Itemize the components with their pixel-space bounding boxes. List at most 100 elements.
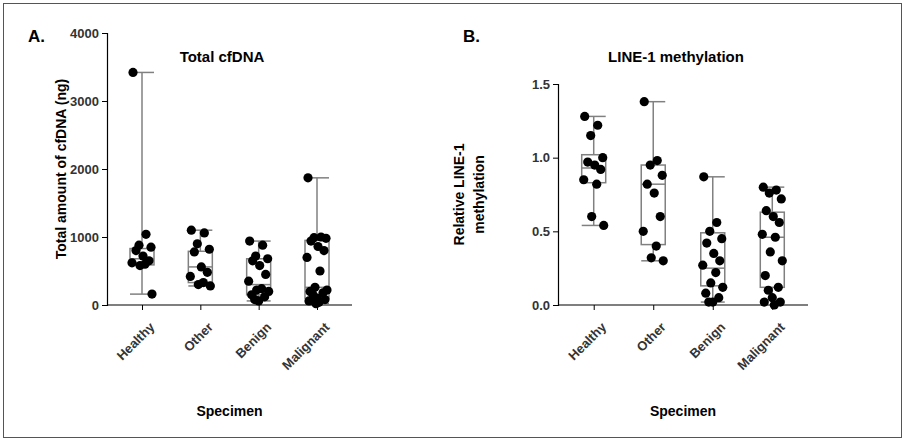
x-tick-label: Healthy: [565, 319, 609, 363]
y-tick: 1.0: [532, 150, 558, 165]
x-tick: Benign: [686, 305, 728, 361]
y-tick-label: 0.0: [532, 298, 550, 313]
data-point: [717, 234, 726, 243]
x-axis: Healthy Other BenignMalignant: [558, 305, 808, 373]
data-point: [587, 212, 596, 221]
data-point: [194, 280, 203, 289]
x-tick: Other: [634, 305, 669, 355]
x-tick: Malignant: [279, 305, 333, 373]
data-point: [718, 283, 727, 292]
y-tick: 0.0: [532, 298, 558, 313]
data-point: [646, 160, 655, 169]
upper-whisker: [652, 102, 654, 165]
y-tick: 1000: [70, 230, 107, 245]
data-point: [261, 270, 270, 279]
figure: A.Total cfDNA01000200030004000HealthyOth…: [0, 0, 905, 441]
chart-title: Total cfDNA: [180, 48, 265, 65]
x-tick: Healthy: [565, 305, 609, 363]
data-point: [592, 180, 601, 189]
y-tick-mark: [553, 231, 558, 232]
data-point: [715, 256, 724, 265]
data-point: [315, 266, 324, 275]
box: [641, 102, 665, 261]
data-point: [705, 227, 714, 236]
data-point: [303, 173, 312, 182]
y-axis-line: [553, 85, 559, 306]
data-point: [656, 212, 665, 221]
data-point: [135, 261, 144, 270]
data-point: [761, 271, 770, 280]
data-point: [702, 239, 711, 248]
box-body: [305, 240, 329, 298]
data-point: [205, 245, 214, 254]
y-tick-mark: [102, 305, 107, 306]
data-point: [186, 272, 195, 281]
data-point: [141, 230, 150, 239]
data-point: [255, 261, 264, 270]
data-point: [639, 227, 648, 236]
data-point: [586, 131, 595, 140]
x-tick-label: Other: [181, 319, 216, 354]
data-point: [762, 206, 771, 215]
data-point: [770, 300, 779, 309]
data-point: [245, 236, 254, 245]
y-axis-title: methylation: [471, 155, 487, 234]
y-axis: 0.00.51.01.5: [532, 77, 559, 313]
box: [760, 187, 784, 305]
data-point: [711, 268, 720, 277]
data-point: [598, 153, 607, 162]
data-point: [658, 171, 667, 180]
x-tick-mark: [653, 305, 654, 310]
data-point: [758, 230, 767, 239]
data-point: [190, 247, 199, 256]
data-point: [311, 299, 320, 308]
box: [582, 116, 606, 225]
data-point: [128, 68, 137, 77]
chart-title: LINE-1 methylation: [608, 48, 744, 65]
x-tick-label: Other: [634, 319, 669, 354]
y-tick: 0: [92, 298, 107, 313]
data-point: [321, 234, 330, 243]
plot-area: [127, 68, 331, 308]
x-tick-mark: [200, 305, 201, 310]
data-point: [778, 256, 787, 265]
data-point: [777, 194, 786, 203]
data-point: [244, 277, 253, 286]
x-axis-title: Specimen: [196, 403, 262, 419]
data-point: [187, 226, 196, 235]
y-tick-mark: [102, 237, 107, 238]
data-point: [712, 218, 721, 227]
data-point: [647, 253, 656, 262]
box-body: [760, 212, 784, 287]
data-point: [302, 253, 311, 262]
data-point: [263, 254, 272, 263]
y-tick-label: 1.0: [532, 150, 550, 165]
y-tick-mark: [553, 84, 558, 85]
data-point: [206, 281, 215, 290]
data-point: [203, 268, 212, 277]
y-axis: 01000200030004000: [70, 26, 107, 313]
data-point: [580, 112, 589, 121]
plot-area: [579, 97, 787, 310]
data-point: [640, 97, 649, 106]
data-point: [319, 246, 328, 255]
figure-frame: [4, 4, 902, 438]
data-point: [765, 188, 774, 197]
x-tick: Other: [181, 305, 216, 355]
x-tick-mark: [142, 305, 143, 310]
data-point: [147, 290, 156, 299]
x-tick-label: Malignant: [279, 319, 333, 373]
data-point: [579, 175, 588, 184]
upper-whisker: [141, 72, 143, 248]
y-tick: 4000: [70, 26, 107, 41]
x-tick-mark: [259, 305, 260, 310]
x-tick-label: Benign: [686, 319, 728, 361]
y-tick: 2000: [70, 162, 107, 177]
x-tick-label: Benign: [232, 319, 274, 361]
data-point: [596, 165, 605, 174]
y-tick-mark: [553, 305, 558, 306]
x-tick-label: Malignant: [734, 319, 788, 373]
panel-label: A.: [28, 27, 45, 46]
panel: B.LINE-1 methylation0.00.51.01.5HealthyO…: [451, 27, 808, 419]
data-point: [708, 297, 717, 306]
